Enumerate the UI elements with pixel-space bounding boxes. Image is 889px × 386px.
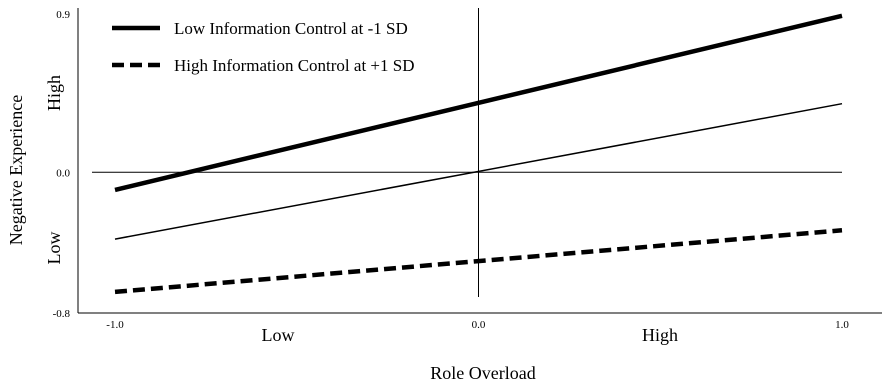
x-tick-label: -1.0: [106, 319, 124, 331]
axes: [77, 8, 882, 314]
series-lines: [114, 13, 843, 295]
series-line-3: [114, 228, 843, 295]
x-axis-annotation: High: [642, 325, 678, 345]
legend-label: High Information Control at +1 SD: [174, 56, 414, 75]
x-axis-annotation: Low: [262, 325, 295, 345]
y-axis-title: Negative Experience: [6, 95, 26, 245]
y-axis-annotation: Low: [44, 232, 64, 265]
x-axis-title: Role Overload: [430, 363, 535, 383]
y-tick-label: 0.0: [56, 167, 70, 179]
series-line-1: [114, 13, 843, 193]
tick-labels: 0.9 0.0 -0.8 -1.0 0.0 1.0 Low High High Low: [44, 9, 849, 345]
y-tick-label: 0.9: [56, 9, 70, 21]
x-tick-label: 1.0: [835, 319, 849, 331]
series-line-2: [114, 102, 843, 240]
legend-label: Low Information Control at -1 SD: [174, 19, 408, 38]
legend: Low Information Control at -1 SD High Inf…: [112, 19, 414, 75]
y-tick-label: -0.8: [53, 308, 71, 320]
x-tick-label: 0.0: [472, 319, 486, 331]
y-axis-annotation: High: [44, 75, 64, 111]
